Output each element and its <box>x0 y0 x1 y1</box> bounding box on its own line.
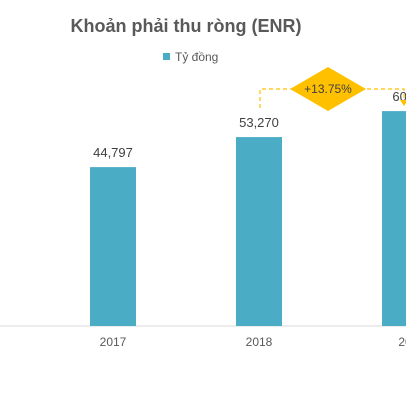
x-tick-2018: 2018 <box>246 335 273 349</box>
callout-text: +13.75% <box>304 82 352 96</box>
bar-2018 <box>236 137 282 326</box>
growth-callout: +13.75% <box>259 67 406 111</box>
data-label-2017: 44,797 <box>93 145 133 160</box>
callout-arrowhead <box>400 100 406 106</box>
x-tick-20: 20 <box>398 335 406 349</box>
callout-diamond <box>290 67 366 111</box>
legend-label: Tỷ đồng <box>175 50 218 64</box>
bar-20 <box>382 111 406 326</box>
chart-title: Khoản phải thu ròng (ENR) <box>71 16 302 36</box>
legend-swatch <box>163 53 170 60</box>
bar-2017 <box>90 167 136 326</box>
x-tick-2017: 2017 <box>100 335 127 349</box>
data-label-2018: 53,270 <box>239 115 279 130</box>
